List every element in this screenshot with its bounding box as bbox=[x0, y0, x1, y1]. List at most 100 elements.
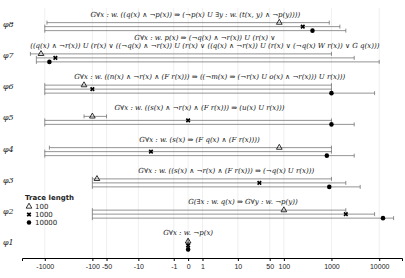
x-tick: 100 bbox=[279, 258, 291, 270]
x-tick: 1 bbox=[201, 258, 205, 270]
legend-label: 100 bbox=[35, 203, 48, 211]
interval bbox=[92, 212, 374, 216]
marker bbox=[329, 122, 334, 127]
x-tick-mark bbox=[107, 258, 108, 261]
x-tick: 0 bbox=[187, 258, 191, 270]
marker bbox=[342, 211, 349, 218]
interval bbox=[45, 29, 346, 33]
marker bbox=[52, 54, 59, 61]
x-tick-mark bbox=[188, 258, 189, 261]
marker bbox=[276, 144, 282, 149]
x-tick-mark bbox=[138, 258, 139, 261]
interval bbox=[45, 87, 332, 91]
interval bbox=[45, 154, 354, 158]
x-tick-label: -1000 bbox=[36, 263, 54, 270]
interval bbox=[92, 177, 331, 181]
marker bbox=[38, 51, 44, 56]
x-tick-mark bbox=[379, 258, 380, 261]
x-tick-mark bbox=[92, 258, 93, 261]
x-tick-label: -50 bbox=[102, 263, 112, 270]
legend-label: 1000 bbox=[35, 211, 53, 219]
marker bbox=[310, 28, 315, 33]
formula: G(∃x : w. q(x) ⇒ G∀y : w. ¬p(y)) bbox=[188, 198, 298, 206]
interval bbox=[92, 185, 360, 189]
interval bbox=[45, 25, 340, 29]
x-tick-label: -100 bbox=[86, 263, 100, 270]
formula: G∀x : w. ((s(x) ∧ ¬r(x) ∧ (F r(x))) ⇒ (u… bbox=[115, 104, 285, 112]
x-tick-mark bbox=[284, 258, 285, 261]
marker bbox=[89, 86, 96, 93]
x-tick: -10 bbox=[134, 258, 144, 270]
marker bbox=[185, 117, 192, 124]
marker bbox=[327, 185, 332, 190]
interval bbox=[45, 91, 375, 95]
formula: G∀x : w. ((q(x) ∧ ¬p(x)) ⇒ (¬p(x) U ∃y :… bbox=[90, 11, 300, 19]
x-tick-mark bbox=[202, 258, 203, 261]
y-tick-label: φ3 bbox=[3, 176, 14, 185]
legend-title: Trace length bbox=[25, 194, 74, 202]
legend-marker bbox=[26, 203, 32, 208]
formula: G∀x : w. p(x) ⇒ (¬q(x) ∧ ¬r(x)) U (r(x) … bbox=[134, 34, 275, 42]
x-axis: -1000-100-50-10-1011050100100010000 bbox=[23, 258, 403, 270]
marker bbox=[256, 179, 263, 186]
marker bbox=[299, 23, 306, 30]
x-tick-label: -10 bbox=[134, 263, 144, 270]
marker bbox=[329, 91, 334, 96]
interval bbox=[45, 83, 332, 87]
x-axis-line bbox=[23, 259, 403, 262]
x-tick-label: 1 bbox=[201, 263, 205, 270]
interval bbox=[47, 21, 329, 25]
interval bbox=[92, 216, 393, 220]
x-tick-label: 50 bbox=[266, 263, 274, 270]
y-tick-label: φ1 bbox=[3, 238, 14, 247]
legend-marker bbox=[27, 220, 32, 225]
formula: ((q(x) ∧ ¬r(x)) U (r(x) ∨ ((¬q(x) ∧ ¬r(x… bbox=[30, 42, 380, 50]
legend: Trace length100100010000 bbox=[25, 194, 74, 227]
interval bbox=[49, 146, 331, 150]
marker bbox=[281, 207, 287, 212]
y-tick-label: φ2 bbox=[3, 207, 14, 216]
formula: G∀x : w. ((n(x) ∧ ¬r(x) ∧ (F r(x))) ⇒ ((… bbox=[74, 73, 345, 81]
marker bbox=[94, 176, 100, 181]
interval bbox=[36, 60, 379, 64]
x-tick: 1000 bbox=[324, 258, 340, 270]
interval bbox=[45, 150, 332, 154]
marker bbox=[185, 238, 191, 243]
x-tick: 50 bbox=[266, 258, 274, 270]
formula: G∀x : w. ((s(x) ∧ ¬r(x) ∧ (F r(x))) ⇒ (¬… bbox=[138, 167, 314, 175]
y-tick-label: φ7 bbox=[3, 51, 15, 60]
interval bbox=[36, 56, 354, 60]
x-tick-mark bbox=[238, 258, 239, 261]
formula: G∀x : w. ¬p(x) bbox=[163, 229, 213, 237]
x-tick-mark bbox=[174, 258, 175, 261]
x-tick-label: 10000 bbox=[370, 263, 390, 270]
x-tick: -100 bbox=[86, 258, 100, 270]
x-tick-mark bbox=[45, 258, 46, 261]
x-tick: 10 bbox=[234, 258, 242, 270]
x-tick-label: 100 bbox=[279, 263, 291, 270]
y-tick-label: φ5 bbox=[3, 113, 14, 122]
legend-label: 10000 bbox=[35, 219, 57, 227]
marker bbox=[186, 247, 191, 252]
legend-marker bbox=[25, 211, 32, 218]
marker bbox=[325, 153, 330, 158]
x-tick-mark bbox=[270, 258, 271, 261]
interval bbox=[30, 52, 331, 56]
marker bbox=[276, 19, 282, 24]
x-tick-mark bbox=[331, 258, 332, 261]
x-tick: 10000 bbox=[370, 258, 390, 270]
marker bbox=[81, 82, 87, 87]
formula: G∀x : w. (s(x) ⇒ (F q(x) ∧ (F r(x)))) bbox=[139, 136, 260, 144]
x-tick-label: 10 bbox=[234, 263, 242, 270]
plot-marks bbox=[30, 19, 393, 251]
marker bbox=[147, 148, 154, 155]
y-tick-label: φ6 bbox=[3, 82, 14, 91]
x-tick: -1 bbox=[171, 258, 177, 270]
interval bbox=[92, 181, 345, 185]
x-tick: -50 bbox=[102, 258, 112, 270]
x-tick-label: 0 bbox=[187, 263, 191, 270]
x-tick: -1000 bbox=[36, 258, 54, 270]
x-tick-label: 1000 bbox=[324, 263, 340, 270]
marker bbox=[90, 113, 96, 118]
interval bbox=[92, 208, 345, 212]
